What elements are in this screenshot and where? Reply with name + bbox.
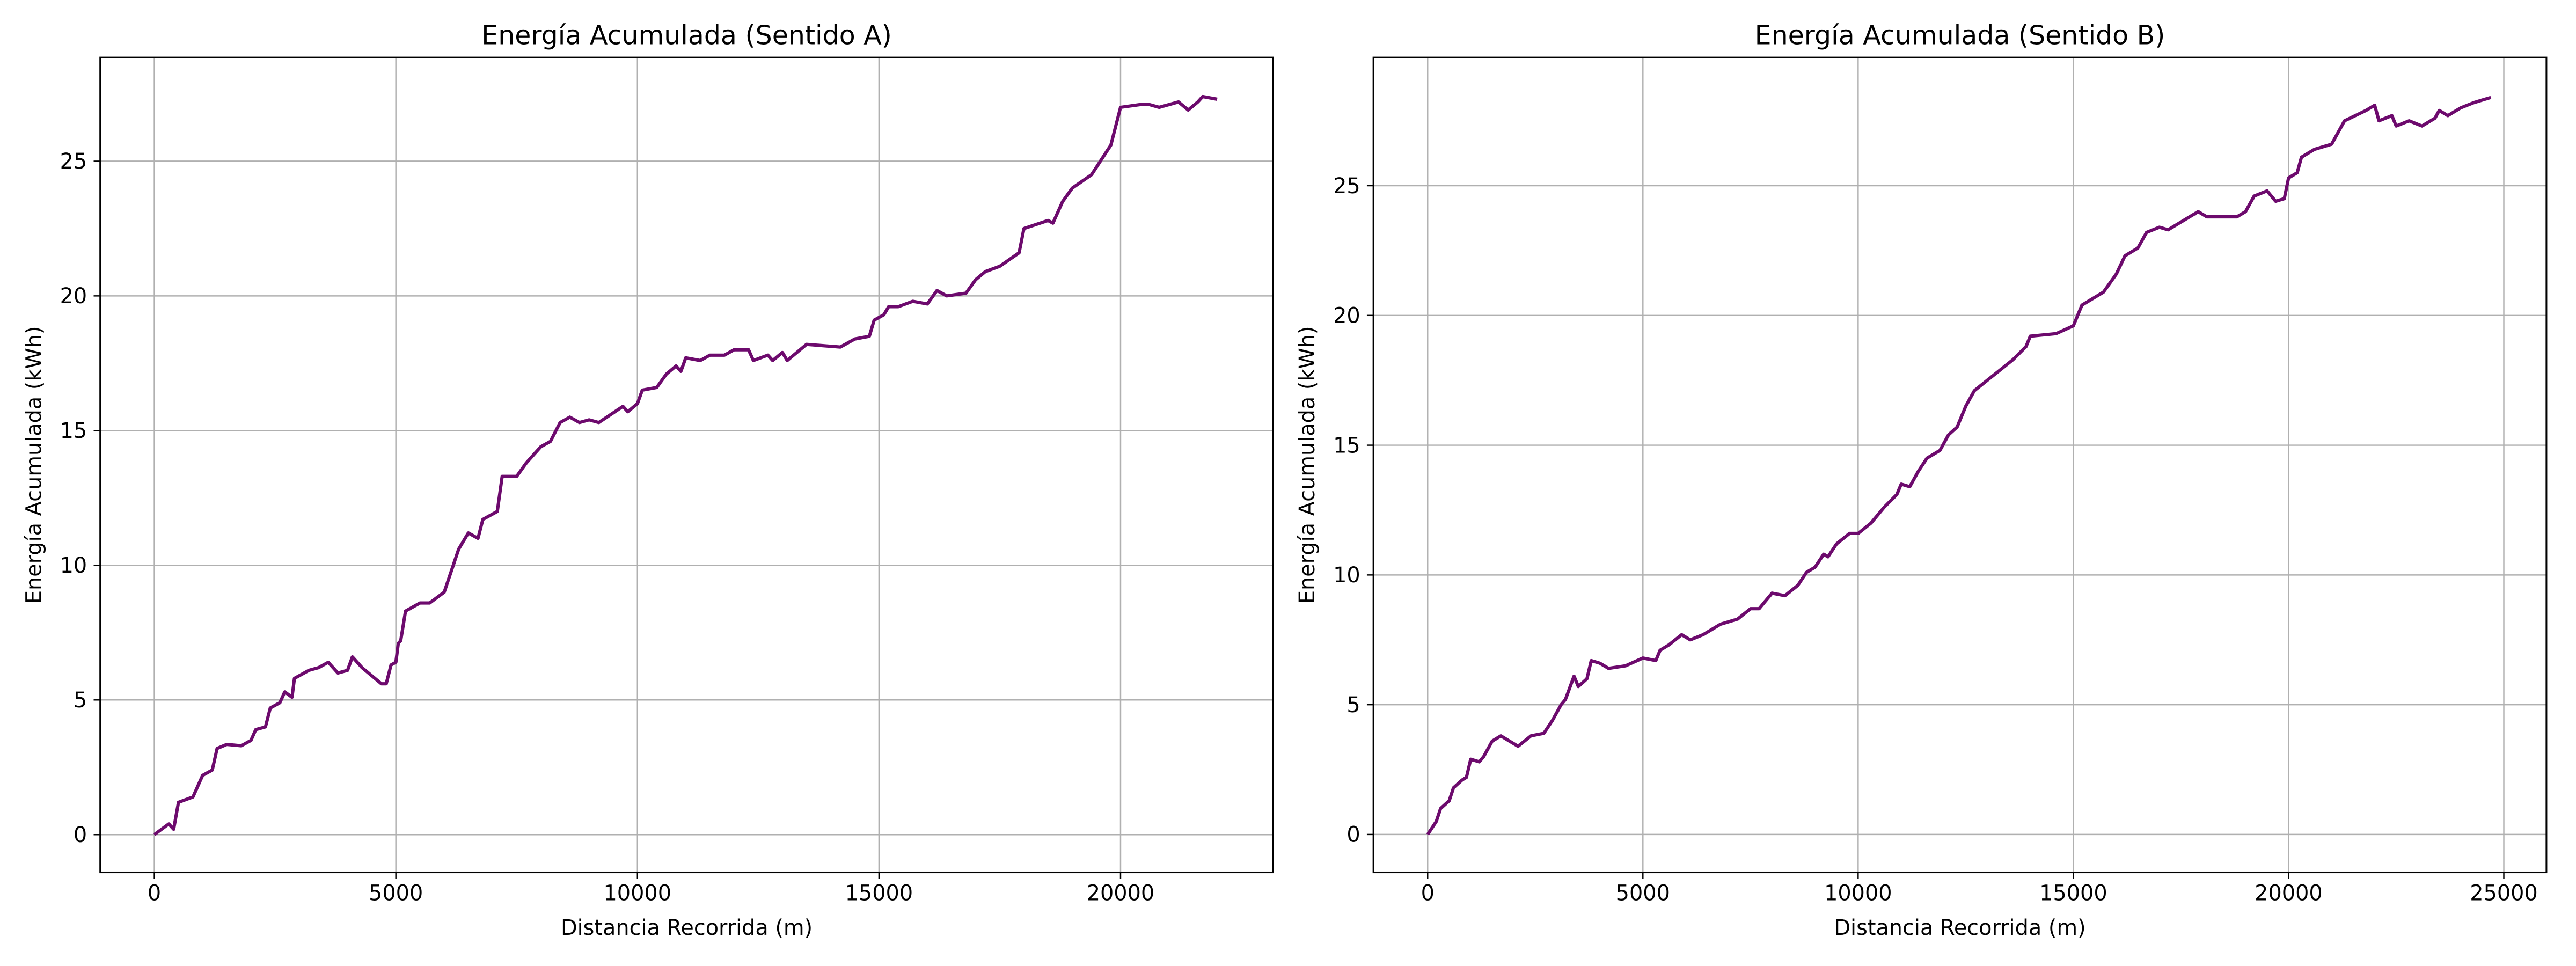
y-tick-label: 0 bbox=[74, 823, 87, 847]
x-tick-label: 0 bbox=[148, 881, 161, 906]
y-tick-label: 25 bbox=[1333, 174, 1360, 199]
x-axis-label: Distancia Recorrida (m) bbox=[561, 916, 813, 940]
x-tick-label: 15000 bbox=[845, 881, 913, 906]
x-tick-label: 10000 bbox=[603, 881, 671, 906]
chart-title: Energía Acumulada (Sentido B) bbox=[1755, 20, 2165, 51]
x-tick-label: 25000 bbox=[2470, 881, 2538, 906]
plot-frame bbox=[99, 56, 1274, 874]
y-tick-label: 20 bbox=[1333, 304, 1360, 328]
y-tick-label: 10 bbox=[1333, 563, 1360, 588]
y-tick-label: 5 bbox=[1346, 693, 1360, 718]
y-tick-label: 15 bbox=[1333, 433, 1360, 458]
x-tick-label: 5000 bbox=[369, 881, 423, 906]
x-axis-label: Distancia Recorrida (m) bbox=[1834, 916, 2085, 940]
data-line bbox=[153, 94, 1218, 836]
y-tick-label: 15 bbox=[60, 419, 87, 443]
y-axis-label: Energía Acumulada (kWh) bbox=[1295, 326, 1320, 604]
plot-frame bbox=[1372, 56, 2548, 874]
x-tick-label: 5000 bbox=[1616, 881, 1670, 906]
x-tick-label: 10000 bbox=[1824, 881, 1892, 906]
y-tick-label: 20 bbox=[60, 284, 87, 309]
x-tick-label: 0 bbox=[1421, 881, 1435, 906]
x-tick-label: 20000 bbox=[1087, 881, 1155, 906]
y-axis-label: Energía Acumulada (kWh) bbox=[22, 326, 47, 604]
data-line bbox=[1426, 96, 2492, 836]
x-tick-label: 15000 bbox=[2039, 881, 2107, 906]
x-tick-label: 20000 bbox=[2255, 881, 2323, 906]
chart-title: Energía Acumulada (Sentido A) bbox=[481, 20, 892, 51]
y-tick-label: 10 bbox=[60, 553, 87, 578]
y-tick-label: 25 bbox=[60, 149, 87, 174]
y-tick-label: 5 bbox=[74, 688, 87, 713]
y-tick-label: 0 bbox=[1346, 823, 1360, 847]
